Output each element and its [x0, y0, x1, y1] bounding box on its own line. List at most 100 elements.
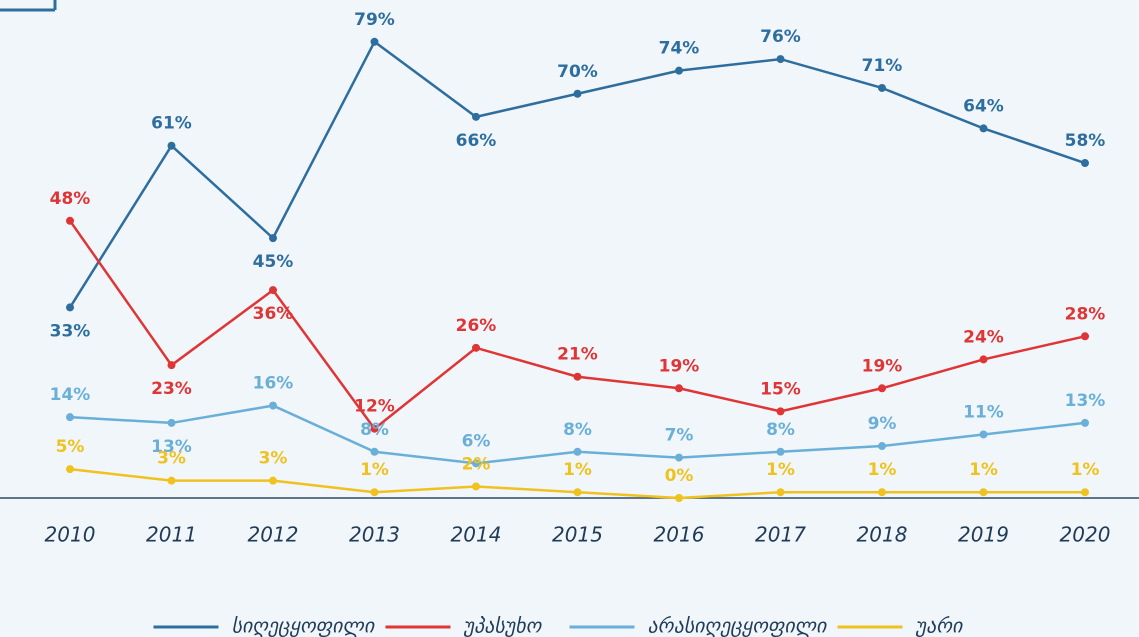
data-label: 64%	[963, 96, 1004, 116]
data-label: 2%	[462, 454, 491, 474]
data-label: 3%	[259, 449, 288, 469]
data-point	[66, 413, 74, 422]
data-label: 28%	[1065, 304, 1106, 324]
data-point	[573, 89, 582, 98]
data-label: 71%	[862, 56, 903, 76]
data-point	[979, 355, 988, 364]
data-point	[472, 459, 480, 468]
data-label: 36%	[253, 304, 294, 324]
data-label: 74%	[659, 39, 700, 59]
data-point	[66, 303, 74, 312]
data-point	[1081, 159, 1089, 168]
data-point	[1081, 418, 1089, 427]
data-label: 8%	[360, 420, 389, 440]
x-tick-label: 2017	[755, 523, 806, 547]
x-tick-label: 2020	[1060, 523, 1111, 547]
data-point	[675, 66, 683, 75]
data-label: 48%	[50, 189, 91, 209]
data-label: 13%	[151, 437, 192, 457]
data-point	[878, 384, 886, 393]
legend-label: არასიღეცყოფილი	[648, 614, 829, 637]
data-point	[979, 124, 988, 133]
data-label: 14%	[50, 385, 91, 405]
data-point	[269, 234, 277, 243]
data-label: 9%	[868, 414, 897, 434]
data-point	[878, 83, 886, 92]
data-point	[269, 476, 277, 485]
x-tick-label: 2015	[552, 523, 603, 547]
legend-label: უპასუხო	[463, 614, 543, 637]
data-point	[370, 37, 379, 46]
x-tick-label: 2011	[146, 523, 197, 547]
data-label: 24%	[963, 327, 1004, 347]
data-label: 33%	[50, 321, 91, 341]
data-point	[675, 494, 683, 502]
data-point	[675, 384, 683, 393]
data-label: 6%	[462, 431, 491, 451]
data-point	[878, 488, 886, 497]
data-label: 1%	[360, 460, 389, 480]
x-tick-label: 2014	[451, 523, 502, 547]
legend-label: უარი	[915, 614, 965, 637]
data-point	[675, 453, 683, 462]
corner-fragment	[0, 0, 57, 12]
data-point	[370, 488, 379, 497]
data-label: 61%	[151, 114, 192, 134]
data-label: 23%	[151, 379, 192, 399]
data-label: 58%	[1065, 131, 1106, 151]
data-label: 70%	[557, 62, 598, 82]
data-point	[776, 488, 785, 497]
data-label: 66%	[456, 131, 497, 151]
data-point	[472, 112, 480, 121]
x-tick-label: 2013	[349, 523, 400, 547]
x-tick-label: 2018	[857, 523, 908, 547]
x-tick-label: 2010	[45, 523, 96, 547]
data-label: 26%	[456, 316, 497, 336]
data-label: 8%	[563, 420, 592, 440]
data-point	[573, 488, 582, 497]
data-label: 13%	[1065, 391, 1106, 411]
data-label: 11%	[963, 402, 1004, 422]
data-point	[370, 424, 379, 433]
data-point	[776, 55, 785, 64]
data-point	[269, 286, 277, 295]
data-point	[66, 216, 74, 225]
data-label: 19%	[862, 356, 903, 376]
data-point	[167, 418, 176, 427]
data-label: 1%	[766, 460, 795, 480]
data-point	[167, 141, 176, 150]
data-label: 21%	[557, 345, 598, 365]
data-point	[776, 447, 785, 456]
data-point	[167, 476, 176, 485]
data-label: 1%	[563, 460, 592, 480]
data-point	[1081, 488, 1089, 497]
data-label: 19%	[659, 356, 700, 376]
data-label: 8%	[766, 420, 795, 440]
data-label: 7%	[665, 426, 694, 446]
x-tick-label: 2016	[654, 523, 705, 547]
data-label: 1%	[1071, 460, 1100, 480]
data-point	[269, 401, 277, 410]
x-tick-label: 2012	[248, 523, 299, 547]
data-label: 15%	[760, 379, 801, 399]
data-label: 12%	[354, 397, 395, 417]
data-point	[573, 447, 582, 456]
data-point	[573, 372, 582, 381]
data-point	[472, 343, 480, 352]
data-point	[370, 447, 379, 456]
data-point	[167, 361, 176, 370]
data-label: 1%	[868, 460, 897, 480]
data-label: 3%	[157, 449, 186, 469]
legend-label: სიღეცყოფილი	[232, 614, 376, 637]
data-label: 16%	[253, 374, 294, 394]
data-label: 76%	[760, 27, 801, 47]
data-label: 0%	[665, 466, 694, 486]
data-point	[776, 407, 785, 416]
data-point	[979, 488, 988, 497]
data-point	[472, 482, 480, 491]
data-label: 1%	[969, 460, 998, 480]
data-point	[1081, 332, 1089, 341]
data-label: 45%	[253, 252, 294, 272]
x-tick-label: 2019	[958, 523, 1009, 547]
